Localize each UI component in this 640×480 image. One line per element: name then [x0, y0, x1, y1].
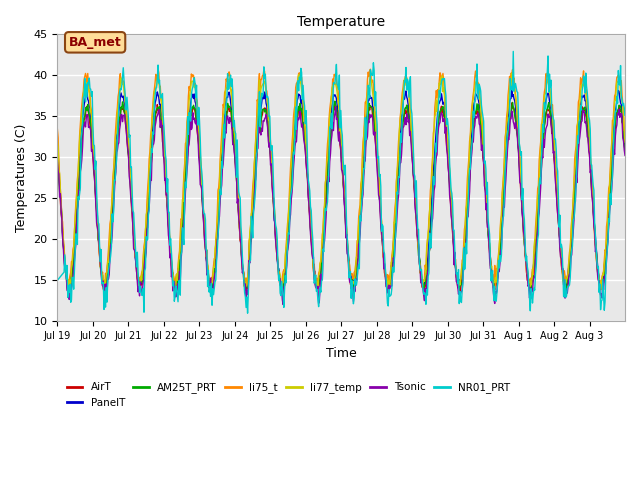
Line: AirT: AirT: [58, 103, 625, 294]
li75_t: [120, 80, 128, 86]
AM25T_PRT: [349, 288, 356, 293]
li77_temp: [508, 71, 516, 76]
NR01_PRT: [54, 277, 61, 283]
li77_temp: [433, 97, 440, 103]
AM25T_PRT: [274, 262, 282, 268]
Line: AM25T_PRT: AM25T_PRT: [58, 101, 625, 290]
Tsonic: [253, 163, 260, 168]
li75_t: [275, 272, 282, 278]
Text: BA_met: BA_met: [68, 36, 122, 49]
AirT: [274, 262, 282, 267]
Tsonic: [401, 115, 409, 120]
NR01_PRT: [253, 148, 261, 154]
li75_t: [433, 95, 441, 101]
Tsonic: [225, 117, 232, 123]
AM25T_PRT: [54, 147, 61, 153]
Line: PanelT: PanelT: [58, 90, 625, 289]
li77_temp: [253, 128, 260, 134]
PanelT: [253, 127, 261, 132]
li75_t: [154, 66, 162, 72]
PanelT: [207, 286, 214, 292]
AM25T_PRT: [433, 132, 441, 138]
li77_temp: [120, 87, 128, 93]
AM25T_PRT: [225, 105, 232, 110]
li75_t: [278, 288, 285, 294]
Tsonic: [621, 153, 629, 158]
li77_temp: [274, 262, 282, 267]
PanelT: [54, 147, 61, 153]
li75_t: [621, 128, 629, 133]
Title: Temperature: Temperature: [297, 15, 385, 29]
li75_t: [401, 74, 409, 80]
Tsonic: [433, 152, 441, 157]
AirT: [400, 115, 408, 120]
PanelT: [401, 96, 408, 102]
PanelT: [508, 87, 516, 93]
Line: NR01_PRT: NR01_PRT: [58, 51, 625, 313]
NR01_PRT: [244, 310, 252, 316]
li75_t: [253, 97, 261, 103]
Line: li77_temp: li77_temp: [58, 73, 625, 291]
Tsonic: [274, 261, 282, 266]
li77_temp: [385, 288, 392, 294]
AirT: [54, 151, 61, 156]
Tsonic: [54, 158, 61, 164]
NR01_PRT: [120, 77, 128, 83]
AirT: [621, 148, 629, 154]
PanelT: [621, 149, 629, 155]
NR01_PRT: [621, 113, 629, 119]
li77_temp: [401, 76, 408, 82]
AM25T_PRT: [253, 157, 260, 163]
AM25T_PRT: [120, 108, 128, 114]
li77_temp: [621, 139, 629, 145]
Line: li75_t: li75_t: [58, 69, 625, 291]
AM25T_PRT: [401, 105, 409, 111]
AirT: [225, 105, 232, 111]
Legend: AirT, PanelT, AM25T_PRT, li75_t, li77_temp, Tsonic, NR01_PRT: AirT, PanelT, AM25T_PRT, li75_t, li77_te…: [63, 378, 515, 412]
NR01_PRT: [433, 149, 440, 155]
AirT: [120, 109, 128, 115]
Tsonic: [332, 104, 339, 109]
NR01_PRT: [275, 277, 282, 283]
Tsonic: [279, 301, 287, 307]
AirT: [508, 100, 516, 106]
AirT: [432, 152, 440, 158]
PanelT: [120, 99, 128, 105]
li75_t: [54, 127, 61, 132]
li77_temp: [225, 82, 232, 88]
PanelT: [275, 265, 282, 271]
AM25T_PRT: [621, 148, 629, 154]
PanelT: [225, 89, 233, 95]
li75_t: [225, 69, 233, 75]
X-axis label: Time: Time: [326, 347, 356, 360]
AirT: [456, 291, 464, 297]
NR01_PRT: [509, 48, 517, 54]
Line: Tsonic: Tsonic: [58, 107, 625, 304]
PanelT: [433, 127, 440, 132]
Tsonic: [120, 112, 128, 118]
AirT: [253, 153, 260, 158]
li77_temp: [54, 138, 61, 144]
NR01_PRT: [225, 86, 232, 92]
Y-axis label: Temperatures (C): Temperatures (C): [15, 124, 28, 232]
NR01_PRT: [401, 78, 408, 84]
AM25T_PRT: [331, 98, 339, 104]
